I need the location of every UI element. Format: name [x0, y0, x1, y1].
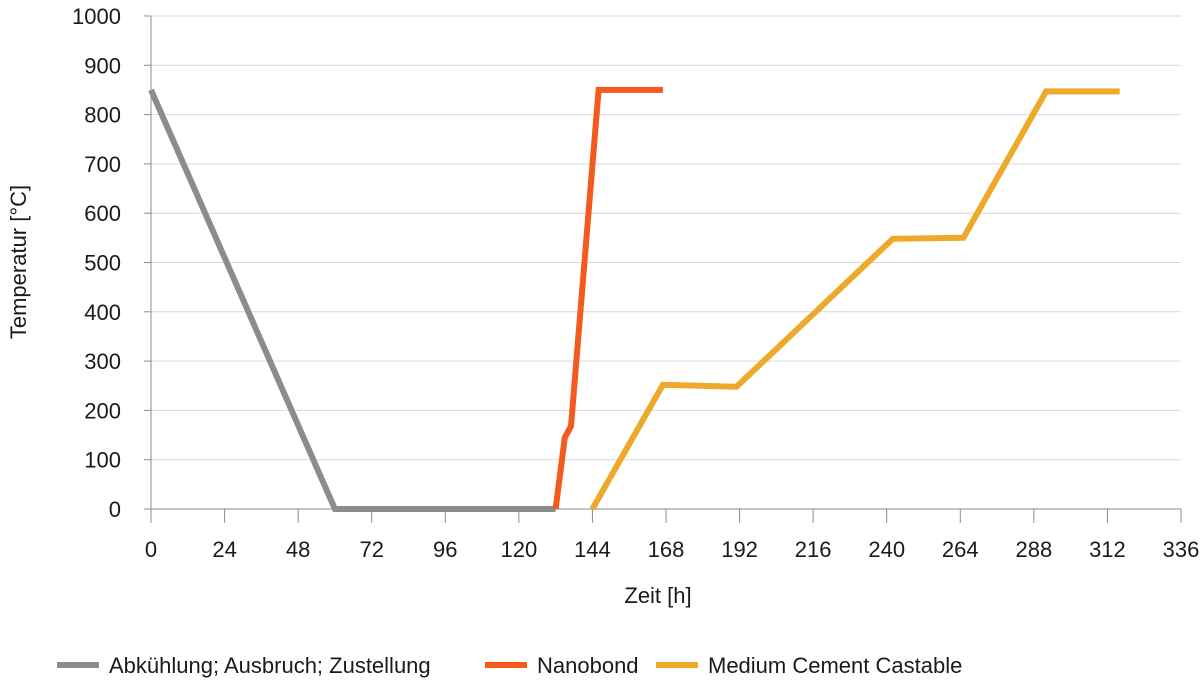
x-tick-label: 48	[286, 537, 310, 562]
y-axis-title: Temperatur [°C]	[6, 185, 31, 339]
x-tick-label: 144	[574, 537, 611, 562]
y-tick-label: 900	[84, 53, 121, 78]
y-tick-label: 1000	[72, 4, 121, 29]
grid-lines	[151, 15, 1181, 510]
x-tick-label: 72	[359, 537, 383, 562]
y-tick-label: 100	[84, 448, 121, 473]
y-tick-label: 700	[84, 152, 121, 177]
y-tick-label: 500	[84, 251, 121, 276]
y-tick-label: 200	[84, 398, 121, 423]
x-axis-title: Zeit [h]	[624, 583, 691, 608]
x-tick-label: 336	[1163, 537, 1200, 562]
legend-label: Nanobond	[537, 653, 639, 678]
y-tick-label: 600	[84, 201, 121, 226]
x-axis-tick-labels: 0 24 48 72 96 120 144 168 192 216 240 264 288 312 336	[145, 537, 1199, 562]
legend: Abkühlung; Ausbruch; Zustellung Nanobond M…	[57, 653, 962, 678]
x-tick-label: 96	[433, 537, 457, 562]
x-tick-label: 264	[942, 537, 979, 562]
legend-label: Medium Cement Castable	[708, 653, 962, 678]
y-axis-tick-labels: 0 100 200 300 400 500 600 700 800 900 1000	[72, 4, 121, 522]
x-tick-label: 0	[145, 537, 157, 562]
x-tick-label: 120	[500, 537, 537, 562]
y-tick-label: 400	[84, 300, 121, 325]
series-line-1	[148, 88, 556, 512]
axes	[144, 15, 1182, 523]
x-tick-label: 24	[212, 537, 236, 562]
y-tick-label: 800	[84, 103, 121, 128]
x-tick-label: 288	[1015, 537, 1052, 562]
x-tick-label: 216	[795, 537, 832, 562]
legend-label: Abkühlung; Ausbruch; Zustellung	[109, 653, 431, 678]
y-tick-label: 0	[109, 497, 121, 522]
x-tick-label: 192	[721, 537, 758, 562]
x-tick-label: 168	[648, 537, 685, 562]
series-line-2	[552, 86, 663, 510]
series-line-3	[589, 88, 1120, 511]
data-series	[148, 86, 1120, 512]
x-tick-label: 312	[1089, 537, 1126, 562]
x-tick-label: 240	[868, 537, 905, 562]
y-tick-label: 300	[84, 349, 121, 374]
